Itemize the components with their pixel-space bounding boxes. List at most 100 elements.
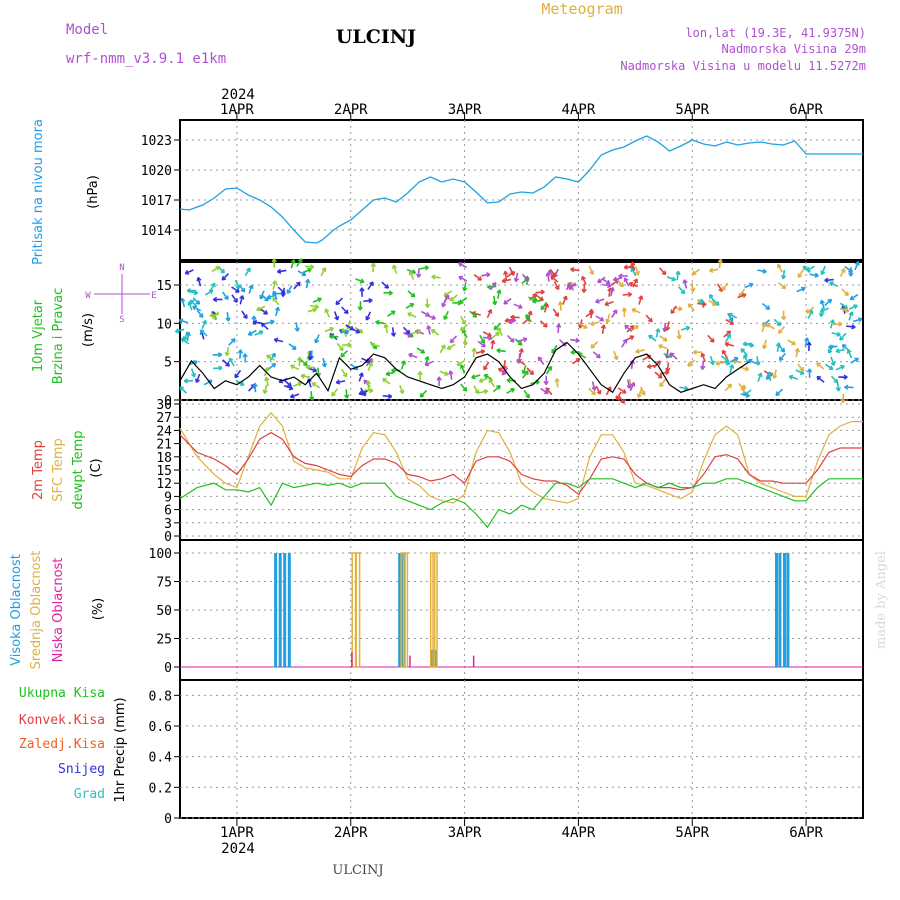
wind-arrow-head: [349, 325, 355, 331]
wind-arrow: [478, 390, 488, 394]
wind-arrow-head: [343, 309, 349, 315]
wind-arrow-head: [747, 358, 753, 364]
wind-arrow: [848, 304, 858, 310]
precip-legend-item: Snijeg: [58, 762, 105, 777]
wind-arrow: [286, 285, 293, 294]
wind-arrow: [375, 321, 385, 325]
wind-arrow-head: [340, 352, 345, 358]
cloud-unit: (%): [91, 598, 106, 621]
wind-arrow: [283, 379, 292, 387]
wind-arrow: [638, 295, 643, 305]
wind-arrow: [458, 275, 468, 282]
wind-arrow-head: [196, 276, 202, 282]
wind-arrow-head: [542, 322, 548, 328]
wind-arrow-head: [220, 268, 225, 274]
wind-arrow-head: [224, 295, 229, 301]
wind-arrow: [591, 381, 596, 391]
pressure-tick-labels: 1014 1017 1020 1023: [141, 134, 863, 239]
wind-arrow-head: [334, 315, 340, 321]
wind-arrow-head: [525, 393, 530, 399]
wind-arrow: [623, 277, 630, 287]
cloud-bar-high: [287, 553, 291, 667]
wind-arrow: [265, 377, 269, 387]
wind-arrow-head: [458, 262, 463, 267]
wind-arrow: [654, 371, 663, 379]
wind-arrow: [557, 323, 560, 334]
top-day-label: 6APR: [789, 102, 823, 118]
wind-arrow: [514, 338, 523, 346]
wind-arrow-head: [775, 342, 782, 347]
cloud-high-ylabel: Visoka Oblacnost: [9, 554, 24, 666]
wind-arrow: [824, 363, 834, 371]
wind-arrow-head: [496, 347, 501, 354]
wind-arrow: [732, 360, 742, 364]
wind-arrow: [507, 335, 515, 343]
wind-arrow: [606, 313, 611, 324]
wind-arrow-head: [684, 385, 689, 391]
wind-arrow-head: [799, 366, 804, 372]
wind-arrow: [419, 389, 428, 398]
wind-arrow: [460, 364, 466, 374]
wind-arrow-head: [264, 366, 270, 372]
wind-arrow: [228, 338, 236, 346]
wind-arrow-head: [648, 334, 653, 340]
wind-arrow: [597, 276, 606, 284]
wind-arrow-head: [385, 371, 391, 377]
wind-arrow: [666, 276, 676, 281]
wind-arrow: [711, 298, 720, 306]
wind-arrow-head: [199, 329, 205, 335]
wind-arrow: [312, 297, 322, 303]
bottom-day-label: 6APR: [789, 825, 823, 841]
wind-arrow: [522, 364, 527, 375]
wind-arrow-head: [516, 358, 523, 363]
wind-arrow-head: [180, 297, 186, 303]
wind-arrow: [296, 258, 303, 267]
wind-arrow-head: [665, 326, 671, 331]
wind-arrow: [797, 363, 804, 372]
wind-arrow: [341, 306, 349, 315]
footer-station: ULCINJ: [332, 863, 383, 878]
wind-arrow: [721, 282, 729, 291]
wind-arrow-head: [297, 381, 303, 387]
wind-arrow: [408, 353, 418, 359]
wind-arrow-head: [800, 286, 806, 292]
wind-arrow: [504, 271, 508, 281]
wind-arrow: [602, 283, 612, 287]
wind-arrow-head: [501, 278, 507, 284]
wind-arrow-head: [844, 307, 850, 313]
wind-arrow-head: [266, 354, 271, 360]
wind-arrow: [535, 294, 544, 302]
wind-arrow-head: [180, 337, 186, 343]
wind-arrow-head: [420, 348, 426, 354]
wind-arrow-head: [777, 329, 783, 334]
wind-arrow: [743, 354, 749, 364]
wind-arrow-head: [854, 357, 860, 363]
wind-arrow: [195, 373, 201, 383]
wind-arrow-head: [424, 265, 430, 271]
wind-arrow-head: [835, 387, 841, 392]
wind-arrow: [387, 310, 396, 317]
wind-arrow: [640, 386, 646, 396]
wind-arrow: [740, 348, 748, 356]
wind-arrow: [226, 312, 230, 322]
wind-arrow-head: [607, 282, 612, 289]
wind-arrow-head: [461, 320, 466, 325]
wind-arrow: [277, 269, 287, 273]
wind-arrow: [545, 366, 553, 375]
wind-arrow-head: [480, 339, 485, 344]
wind-arrow: [443, 290, 453, 297]
wind-arrow-head: [709, 267, 714, 273]
wind-arrow-head: [691, 270, 697, 276]
y-tick-label: 1020: [141, 164, 172, 179]
y-tick-label: 21: [156, 438, 172, 453]
wind-arrow: [409, 270, 415, 280]
cloud-low-ylabel: Niska Oblacnost: [51, 558, 66, 663]
wind-arrow-head: [545, 272, 551, 277]
y-tick-label: 1017: [141, 194, 172, 209]
wind-arrow-head: [638, 295, 644, 300]
cloud-bar-high: [775, 553, 778, 667]
bottom-day-label: 2APR: [334, 825, 368, 841]
wind-arrow: [479, 377, 488, 383]
y-tick-label: 5: [164, 356, 172, 371]
precip-legend-item: Ukupna Kisa: [19, 686, 105, 701]
